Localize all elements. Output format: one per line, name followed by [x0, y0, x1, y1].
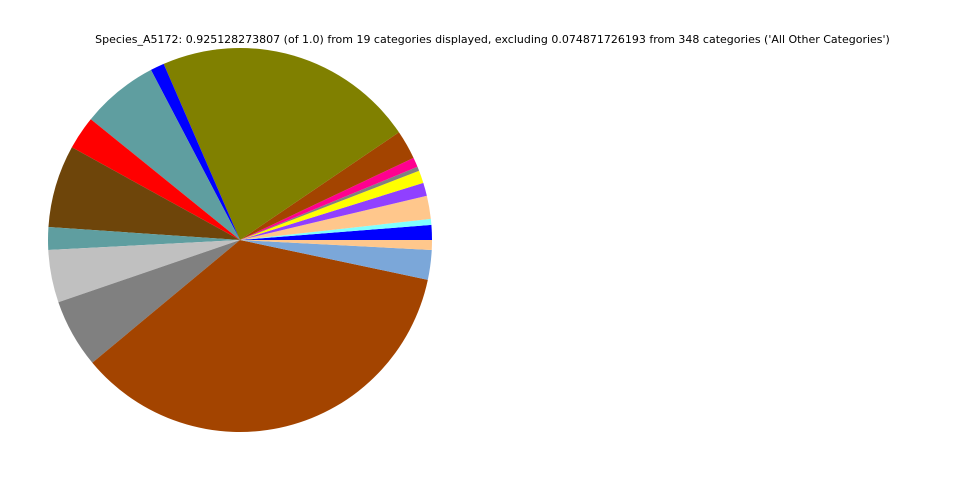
pie-slice-11: [90, 69, 240, 240]
pie-slice-12: [71, 119, 240, 240]
pie-slice-18: [240, 240, 432, 280]
pie-slice-10: [150, 63, 240, 240]
pie-slice-16: [58, 240, 240, 363]
pie-slice-19: [240, 240, 432, 251]
pie-slice-4: [240, 182, 427, 240]
pie-slice-6: [240, 166, 420, 240]
pie-slice-13: [48, 147, 240, 240]
pie-slice-7: [240, 157, 418, 240]
pie-slice-3: [240, 195, 431, 240]
chart-title: Species_A5172: 0.925128273807 (of 1.0) f…: [95, 33, 890, 46]
pie-slice-14: [48, 226, 241, 251]
pie-slice-9: [163, 47, 399, 241]
pie-slice-2: [240, 218, 432, 240]
pie-slice-8: [240, 132, 414, 240]
pie-slice-5: [240, 170, 424, 240]
pie-slice-15: [48, 240, 240, 303]
pie-slice-17: [92, 240, 428, 433]
pie-slice-1: [240, 224, 432, 240]
